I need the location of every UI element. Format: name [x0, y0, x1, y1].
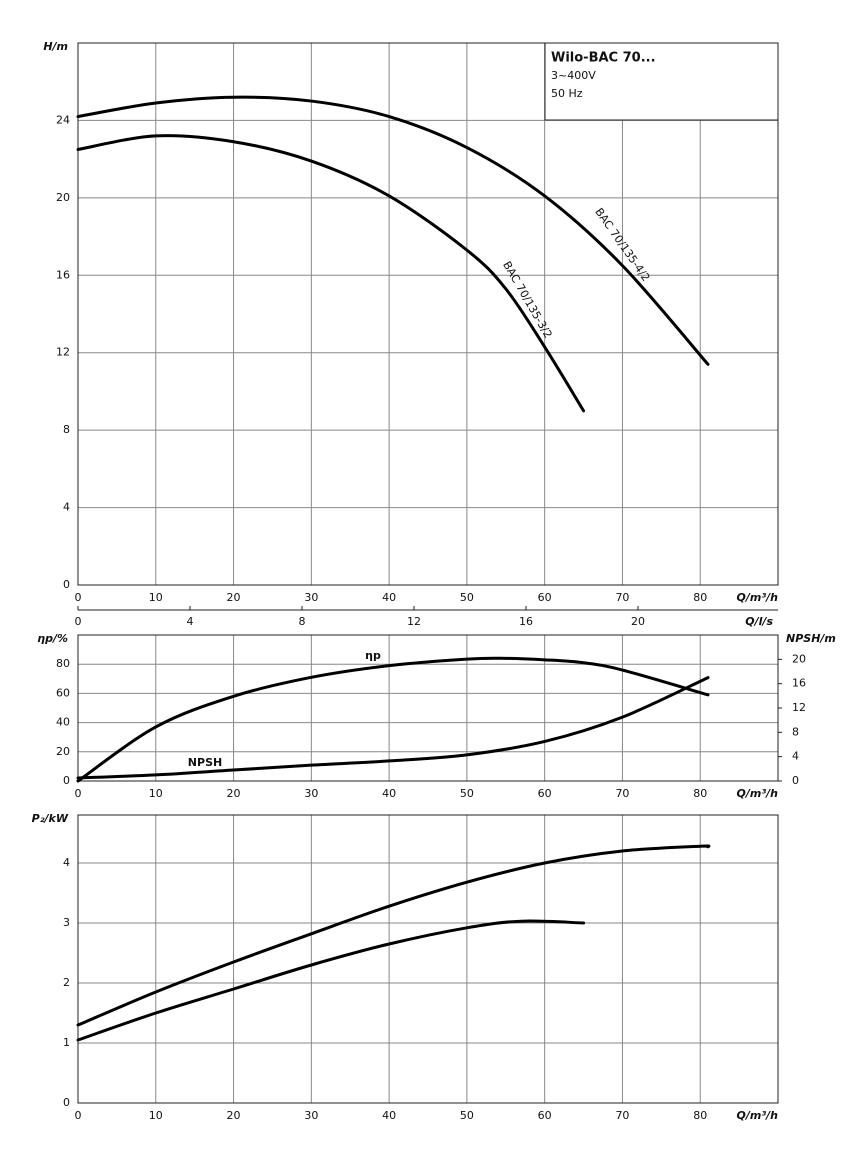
y2-tick-label: 20: [792, 652, 806, 665]
x-tick-label: 80: [693, 591, 707, 604]
y2-axis-label: NPSH/m: [786, 632, 836, 645]
x-tick-label: 20: [227, 1109, 241, 1122]
x-tick-label: 10: [149, 591, 163, 604]
curve-label: NPSH: [188, 756, 222, 769]
y-tick-label: 0: [63, 578, 70, 591]
x-axis-label: Q/m³/h: [737, 787, 779, 800]
y2-tick-label: 16: [792, 677, 806, 690]
y-tick-label: 1: [63, 1036, 70, 1049]
plot-frame: [77, 42, 779, 586]
x-tick-label: 30: [304, 591, 318, 604]
y-tick-label: 16: [56, 268, 70, 281]
x-tick-label: 0: [75, 787, 82, 800]
x-tick-label: 60: [538, 591, 552, 604]
x-tick-label: 70: [615, 1109, 629, 1122]
curve: [76, 134, 586, 413]
x-tick-label: 40: [382, 591, 396, 604]
x2-tick-label: 20: [631, 615, 645, 628]
info-box: [544, 42, 779, 121]
y-tick-label: 20: [56, 191, 70, 204]
curve-label: ηp: [365, 649, 381, 662]
curve: [76, 676, 710, 780]
x-tick-label: 60: [538, 1109, 552, 1122]
x-axis-label: Q/m³/h: [737, 1109, 779, 1122]
x-tick-label: 30: [304, 787, 318, 800]
y-tick-label: 20: [56, 745, 70, 758]
y2-tick-label: 4: [792, 750, 799, 763]
x2-tick-label: 0: [75, 615, 82, 628]
x-tick-label: 0: [75, 591, 82, 604]
x-tick-label: 80: [693, 787, 707, 800]
x2-tick-label: 12: [407, 615, 421, 628]
x-tick-label: 40: [382, 1109, 396, 1122]
x-tick-label: 80: [693, 1109, 707, 1122]
curve: [76, 95, 710, 366]
x2-axis-label: Q/l/s: [745, 615, 773, 628]
x-tick-label: 20: [227, 591, 241, 604]
y-tick-label: 0: [63, 774, 70, 787]
y-axis-label: H/m: [43, 40, 68, 53]
x-tick-label: 50: [460, 787, 474, 800]
x-tick-label: 20: [227, 787, 241, 800]
curve: [76, 919, 586, 1042]
y-tick-label: 24: [56, 113, 70, 126]
x2-tick-label: 8: [299, 615, 306, 628]
y-tick-label: 3: [63, 916, 70, 929]
curve: [76, 844, 711, 1027]
info-text: 50 Hz: [551, 87, 583, 100]
x-tick-label: 60: [538, 787, 552, 800]
x-tick-label: 50: [460, 591, 474, 604]
y-tick-label: 4: [63, 501, 70, 514]
x-tick-label: 0: [75, 1109, 82, 1122]
y-tick-label: 60: [56, 686, 70, 699]
y-tick-label: 2: [63, 976, 70, 989]
y-tick-label: 80: [56, 657, 70, 670]
x2-tick-label: 16: [519, 615, 533, 628]
x-axis-label: Q/m³/h: [737, 591, 779, 604]
y-tick-label: 8: [63, 423, 70, 436]
curve: [76, 656, 710, 783]
x-tick-label: 50: [460, 1109, 474, 1122]
x-tick-label: 70: [615, 591, 629, 604]
y2-tick-label: 12: [792, 701, 806, 714]
x-tick-label: 30: [304, 1109, 318, 1122]
y-axis-label: ηp/%: [37, 632, 68, 645]
y-tick-label: 12: [56, 346, 70, 359]
plot-frame: [77, 814, 779, 1104]
info-text: Wilo-BAC 70...: [551, 51, 656, 66]
x-tick-label: 10: [149, 1109, 163, 1122]
x-tick-label: 70: [615, 787, 629, 800]
y-tick-label: 40: [56, 716, 70, 729]
info-text: 3~400V: [551, 69, 596, 82]
x-tick-label: 10: [149, 787, 163, 800]
y-tick-label: 0: [63, 1096, 70, 1109]
x2-tick-label: 4: [187, 615, 194, 628]
y2-tick-label: 8: [792, 725, 799, 738]
y2-tick-label: 0: [792, 774, 799, 787]
x-tick-label: 40: [382, 787, 396, 800]
y-axis-label: P₂/kW: [32, 812, 69, 825]
y-tick-label: 4: [63, 856, 70, 869]
